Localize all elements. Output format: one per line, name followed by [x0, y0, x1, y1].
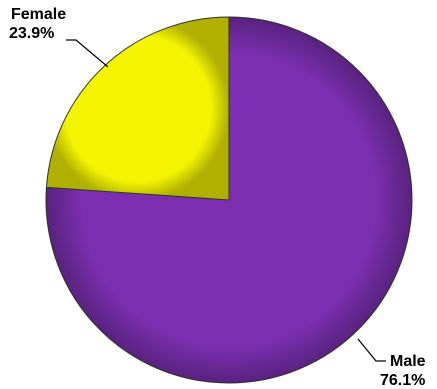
slice-label-female-value: 23.9% [9, 25, 54, 42]
slice-label-female-name: Female [11, 6, 66, 23]
leader-line-male [357, 338, 386, 362]
pie-slices [45, 16, 413, 384]
slice-label-male-value: 76.1% [380, 372, 425, 389]
pie-slice-shading-female [46, 17, 229, 200]
slice-label-male-name: Male [390, 353, 426, 370]
male-label-group: Male 76.1% [357, 338, 426, 389]
leader-line-female [66, 39, 109, 68]
female-label-group: Female 23.9% [9, 6, 109, 68]
